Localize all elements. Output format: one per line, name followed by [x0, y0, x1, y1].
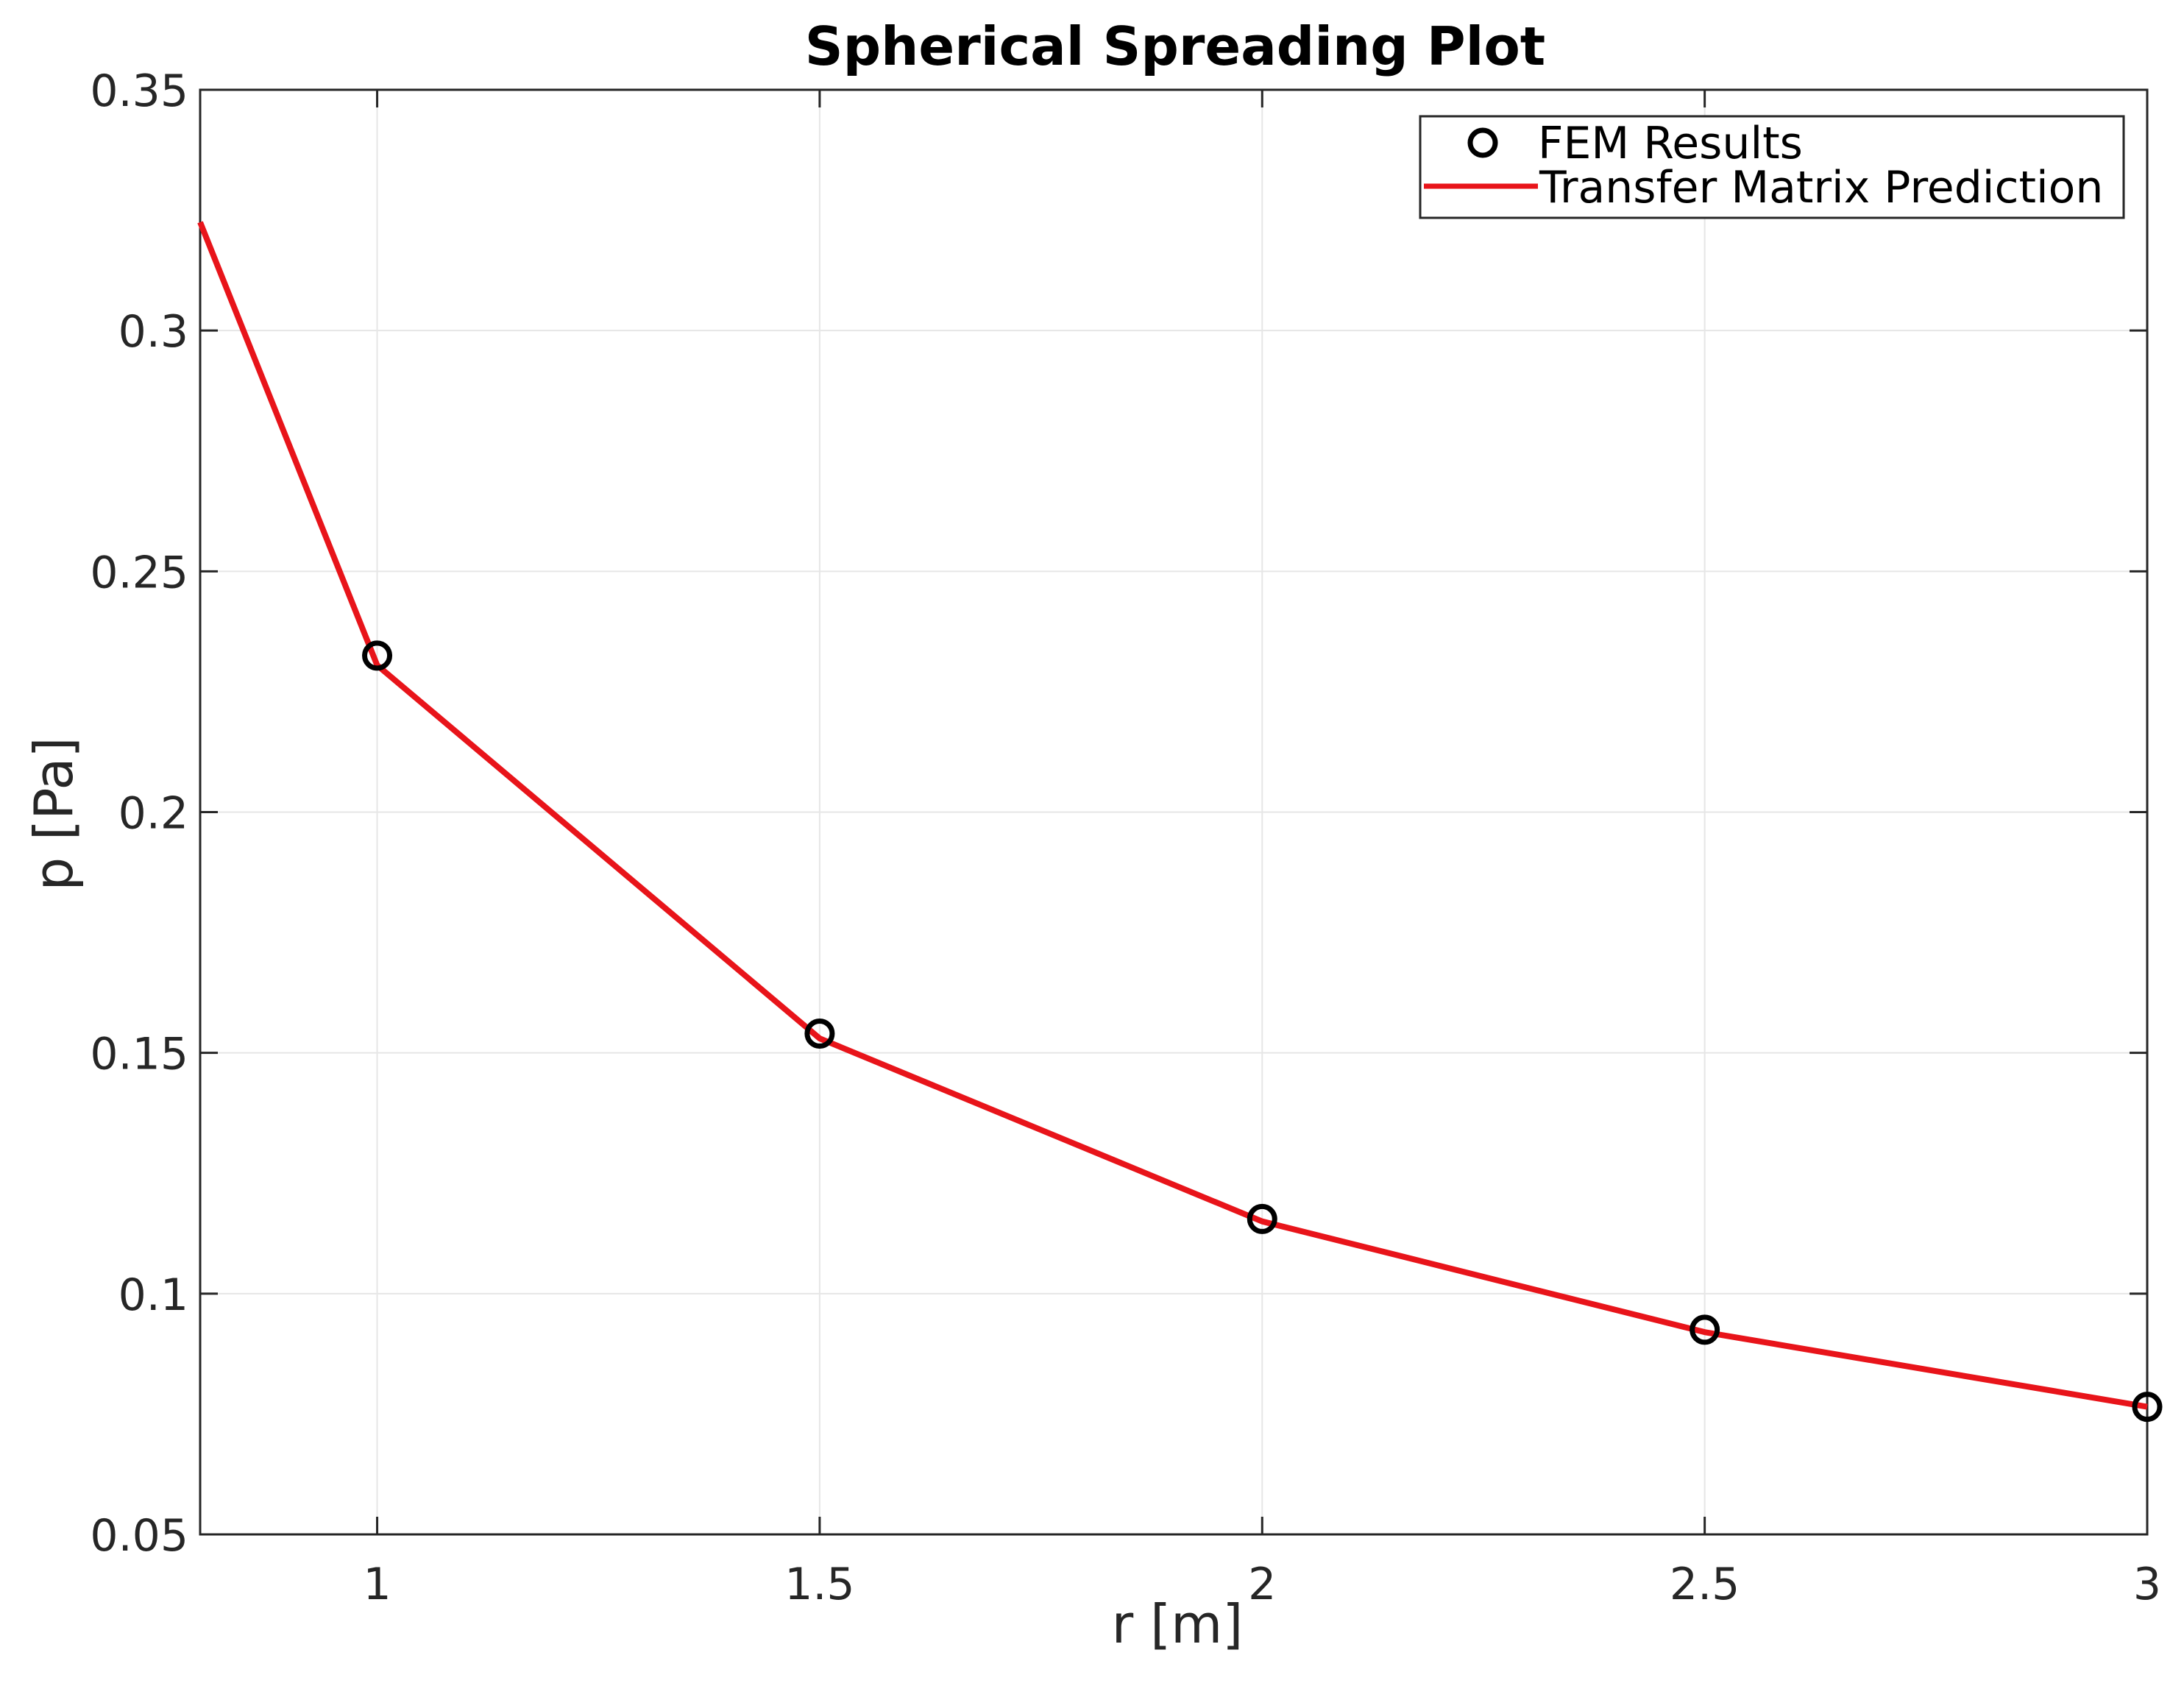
fem-data-point [362, 640, 393, 671]
fem-data-point [804, 1018, 835, 1049]
fem-data-point [2132, 1392, 2163, 1423]
series-layer [197, 221, 2163, 1423]
axis-ticks [200, 88, 2149, 1536]
fem-data-point [1247, 1203, 1277, 1234]
legend: FEM Results Transfer Matrix Prediction [1419, 115, 2125, 219]
x-tick-label: 1 [363, 1559, 391, 1610]
legend-marker-fem [1467, 127, 1498, 158]
y-tick-labels: 0.05 0.1 0.15 0.2 0.25 0.3 0.35 [90, 65, 188, 1562]
x-tick-labels: 1 1.5 2 2.5 3 [363, 1559, 2161, 1610]
y-tick-label: 0.15 [90, 1029, 188, 1080]
y-tick-label: 0.05 [90, 1510, 188, 1562]
y-tick-label: 0.3 [118, 306, 188, 358]
series-line-transfer-matrix-prediction [197, 221, 2148, 1410]
y-tick-label: 0.35 [90, 65, 188, 117]
y-tick-label: 0.2 [118, 788, 188, 840]
x-tick-label: 3 [2133, 1559, 2161, 1610]
legend-label-transfer: Transfer Matrix Prediction [1539, 162, 2103, 213]
x-tick-label: 2.5 [1670, 1559, 1740, 1610]
fem-data-point [1690, 1314, 1720, 1345]
chart-title: Spherical Spreading Plot [805, 15, 1545, 77]
x-tick-label: 1.5 [784, 1559, 854, 1610]
y-axis-label: p [Pa] [23, 737, 85, 890]
y-tick-label: 0.25 [90, 547, 188, 598]
x-axis-label: r [m] [1112, 1593, 1244, 1655]
x-tick-label: 2 [1248, 1559, 1276, 1610]
legend-box [1419, 115, 2125, 219]
y-tick-label: 0.1 [118, 1269, 188, 1321]
legend-label-fem: FEM Results [1538, 118, 1803, 169]
